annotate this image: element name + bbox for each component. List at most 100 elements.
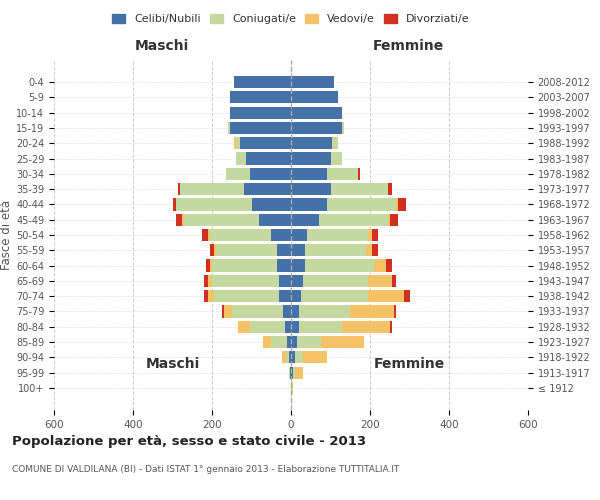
Bar (230, 122, 291, 134)
Bar (287, 336, 291, 348)
Bar (395, 198, 398, 210)
Bar (238, 320, 250, 333)
Bar (289, 352, 291, 364)
Bar (236, 137, 239, 149)
Bar (291, 168, 326, 180)
Bar (297, 336, 320, 348)
Bar (271, 229, 291, 241)
Bar (210, 260, 212, 272)
Bar (291, 352, 295, 364)
Bar (398, 198, 406, 210)
Bar (250, 320, 285, 333)
Bar (301, 290, 368, 302)
Bar (291, 91, 338, 104)
Bar (291, 244, 305, 256)
Bar (392, 275, 395, 287)
Bar (224, 306, 232, 318)
Bar (394, 306, 395, 318)
Y-axis label: Anni di nascita: Anni di nascita (596, 192, 600, 278)
Bar (320, 336, 364, 348)
Bar (368, 275, 392, 287)
Bar (210, 244, 214, 256)
Bar (291, 320, 299, 333)
Bar (232, 306, 283, 318)
Text: Femmine: Femmine (374, 358, 445, 372)
Bar (305, 260, 374, 272)
Bar (291, 198, 326, 210)
Bar (303, 275, 368, 287)
Bar (295, 352, 303, 364)
Bar (204, 290, 208, 302)
Bar (290, 366, 291, 379)
Bar (214, 244, 216, 256)
Bar (202, 229, 208, 241)
Bar (283, 352, 286, 364)
Bar (372, 244, 378, 256)
Bar (291, 183, 331, 195)
Bar (176, 214, 182, 226)
Bar (226, 168, 250, 180)
Bar (271, 336, 287, 348)
Text: COMUNE DI VALDILANA (BI) - Dati ISTAT 1° gennaio 2013 - Elaborazione TUTTITALIA.: COMUNE DI VALDILANA (BI) - Dati ISTAT 1°… (12, 465, 400, 474)
Bar (291, 214, 319, 226)
Bar (291, 290, 301, 302)
Bar (230, 106, 291, 118)
Bar (374, 260, 386, 272)
Bar (259, 214, 291, 226)
Bar (212, 260, 277, 272)
Bar (291, 275, 303, 287)
Bar (303, 352, 326, 364)
Bar (343, 122, 344, 134)
Bar (388, 183, 392, 195)
Bar (216, 244, 277, 256)
Bar (208, 229, 210, 241)
Bar (291, 260, 305, 272)
Bar (250, 168, 291, 180)
Bar (176, 198, 251, 210)
Bar (404, 290, 409, 302)
Bar (210, 229, 271, 241)
Y-axis label: Fasce di età: Fasce di età (0, 200, 13, 270)
Bar (291, 152, 331, 164)
Bar (366, 244, 372, 256)
Bar (286, 352, 289, 364)
Bar (343, 320, 390, 333)
Bar (182, 214, 184, 226)
Bar (222, 306, 224, 318)
Bar (285, 320, 291, 333)
Bar (299, 320, 343, 333)
Bar (279, 275, 291, 287)
Text: Popolazione per età, sesso e stato civile - 2013: Popolazione per età, sesso e stato civil… (12, 435, 366, 448)
Bar (299, 306, 350, 318)
Bar (291, 229, 307, 241)
Bar (263, 336, 271, 348)
Bar (214, 290, 279, 302)
Bar (291, 137, 332, 149)
Bar (291, 122, 343, 134)
Bar (277, 244, 291, 256)
Bar (291, 76, 334, 88)
Bar (388, 214, 390, 226)
Bar (331, 152, 343, 164)
Bar (332, 137, 338, 149)
Bar (239, 137, 291, 149)
Bar (283, 306, 291, 318)
Bar (244, 183, 291, 195)
Bar (390, 214, 398, 226)
Text: Femmine: Femmine (373, 38, 443, 52)
Bar (279, 290, 291, 302)
Bar (319, 214, 388, 226)
Bar (228, 122, 230, 134)
Bar (277, 260, 291, 272)
Bar (251, 198, 291, 210)
Text: Maschi: Maschi (145, 358, 200, 372)
Bar (178, 183, 181, 195)
Bar (293, 366, 295, 379)
Bar (307, 229, 368, 241)
Bar (358, 168, 360, 180)
Bar (372, 229, 378, 241)
Bar (368, 229, 372, 241)
Bar (212, 275, 279, 287)
Bar (208, 290, 214, 302)
Bar (181, 183, 244, 195)
